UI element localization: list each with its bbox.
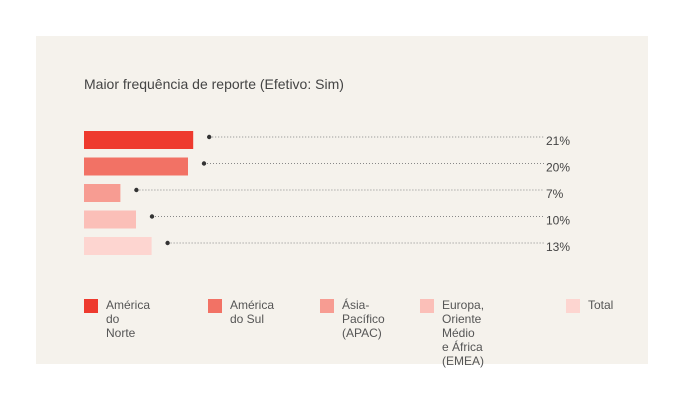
leader-dot-2 <box>134 187 139 193</box>
legend-swatch-2 <box>320 299 334 313</box>
leader-dot-0 <box>207 134 212 140</box>
leader-dot-1 <box>201 161 207 166</box>
bar-3 <box>84 210 136 229</box>
chart-card: Maior frequência de reporte (Efetivo: Si… <box>36 36 648 368</box>
bar-1 <box>84 157 188 176</box>
legend-label-3: Europa, Oriente Médio e África (EMEA) <box>442 298 485 368</box>
legend-swatch-0 <box>84 299 98 313</box>
value-label-1: 20% <box>546 161 570 175</box>
legend-label-0: América do Norte <box>106 298 151 340</box>
leader-dot-3 <box>149 214 155 219</box>
bar-4 <box>84 237 152 255</box>
value-label-4: 13% <box>546 240 570 254</box>
legend-swatch-3 <box>420 299 434 313</box>
bar-0 <box>84 131 194 149</box>
bar-2 <box>84 184 121 202</box>
legend-swatch-1 <box>208 299 222 313</box>
legend-label-4: Total <box>588 298 614 312</box>
chart-title: Maior frequência de reporte (Efetivo: Si… <box>84 76 344 92</box>
chart-plot: 21% 20% 7% 10% 13% <box>84 131 570 255</box>
legend-swatch-4 <box>566 299 580 313</box>
leader-dot-4 <box>165 240 170 246</box>
legend-label-2: Ásia-Pacífico (APAC) <box>342 298 385 340</box>
value-label-2: 7% <box>546 187 564 201</box>
value-label-0: 21% <box>546 134 570 148</box>
value-label-3: 10% <box>546 214 570 228</box>
chart-legend: América do Norte América do Sul Ásia-Pacíf… <box>84 298 644 368</box>
legend-label-1: América do Sul <box>230 298 275 326</box>
